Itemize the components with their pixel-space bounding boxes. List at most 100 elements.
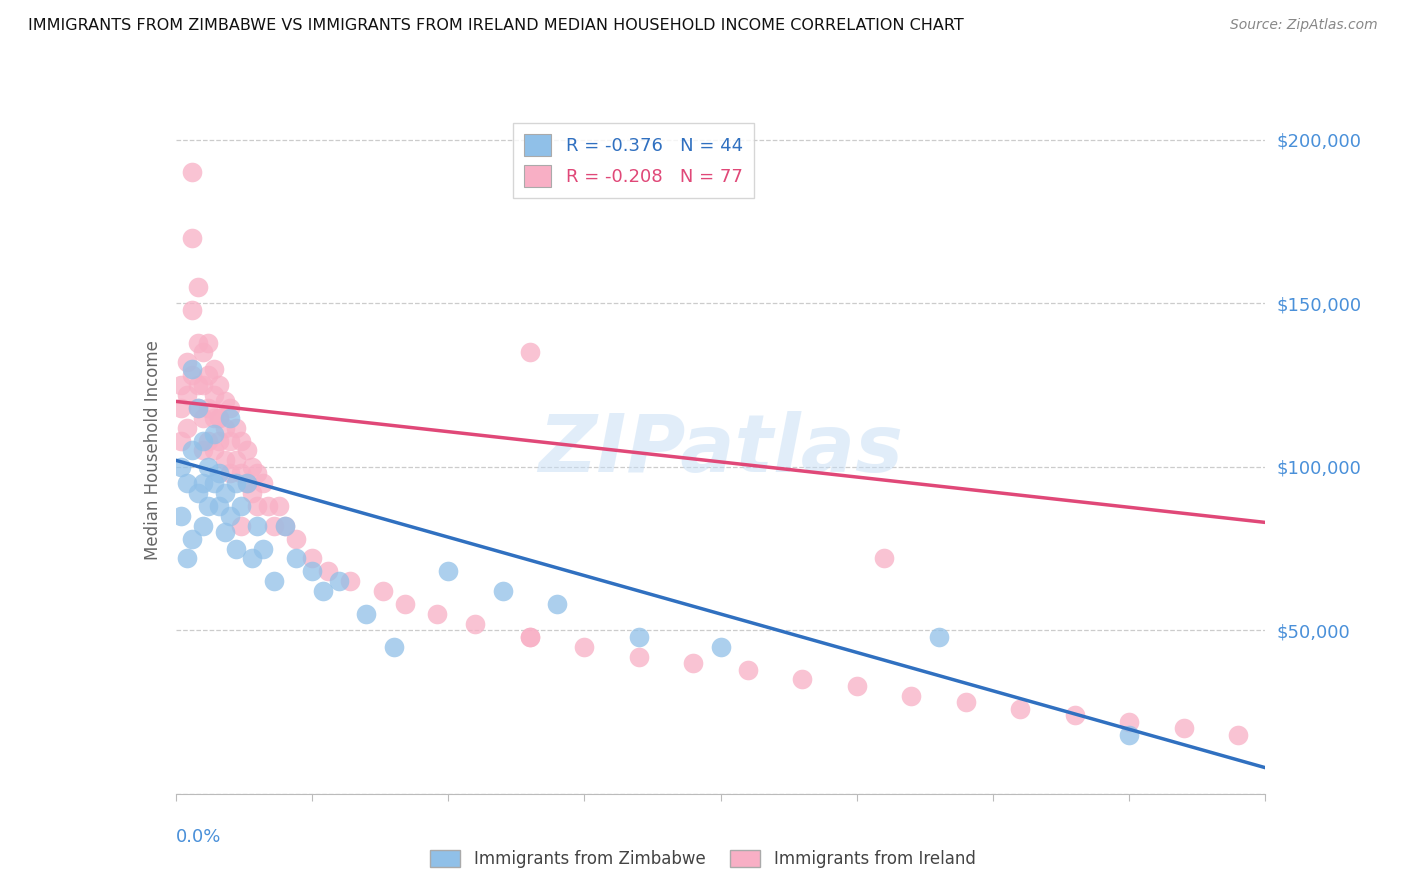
Point (231, 499, 253, 513)
Point (263, 574, 285, 589)
Point (170, 378, 193, 392)
Point (792, 673, 814, 687)
Point (519, 630, 541, 644)
Point (191, 345, 214, 359)
Point (263, 518, 285, 533)
Point (1173, 722, 1195, 736)
Point (682, 656, 704, 670)
Point (492, 584, 515, 599)
Point (394, 597, 416, 611)
Point (214, 453, 236, 467)
Text: ZIPatlas: ZIPatlas (538, 411, 903, 490)
Point (284, 551, 307, 566)
Point (181, 302, 204, 317)
Point (214, 486, 236, 500)
Point (301, 551, 323, 566)
Point (197, 401, 219, 415)
Point (186, 401, 209, 415)
Point (208, 467, 231, 481)
Point (191, 443, 214, 458)
Point (574, 640, 596, 654)
Point (219, 434, 242, 448)
Point (186, 280, 209, 294)
Point (437, 565, 460, 579)
Point (208, 499, 231, 513)
Point (225, 453, 247, 467)
Point (328, 574, 350, 589)
Point (240, 459, 263, 474)
Point (176, 551, 198, 566)
Point (208, 378, 231, 392)
Point (191, 410, 214, 425)
Point (240, 486, 263, 500)
Point (176, 420, 198, 434)
Text: 0.0%: 0.0% (176, 828, 221, 847)
Point (257, 499, 280, 513)
Point (269, 499, 291, 513)
Point (170, 434, 193, 448)
Point (519, 630, 541, 644)
Point (627, 649, 650, 664)
Point (181, 361, 204, 376)
Point (252, 476, 274, 491)
Point (202, 410, 225, 425)
Point (186, 378, 209, 392)
Point (191, 434, 214, 448)
Point (225, 541, 247, 556)
Point (202, 443, 225, 458)
Point (191, 518, 214, 533)
Point (246, 467, 269, 481)
Y-axis label: Median Household Income: Median Household Income (143, 341, 162, 560)
Text: IMMIGRANTS FROM ZIMBABWE VS IMMIGRANTS FROM IRELAND MEDIAN HOUSEHOLD INCOME CORR: IMMIGRANTS FROM ZIMBABWE VS IMMIGRANTS F… (28, 18, 965, 33)
Point (312, 584, 335, 599)
Point (627, 630, 650, 644)
Text: Source: ZipAtlas.com: Source: ZipAtlas.com (1230, 18, 1378, 32)
Point (1063, 708, 1085, 723)
Point (191, 378, 214, 392)
Point (284, 532, 307, 546)
Point (737, 663, 759, 677)
Point (873, 551, 896, 566)
Point (170, 508, 193, 523)
Point (928, 630, 950, 644)
Point (214, 525, 236, 540)
Point (214, 394, 236, 409)
Point (202, 388, 225, 402)
Point (197, 499, 219, 513)
Point (181, 443, 204, 458)
Point (219, 401, 242, 415)
Point (208, 434, 231, 448)
Point (219, 410, 242, 425)
Point (225, 476, 247, 491)
Point (197, 368, 219, 383)
Point (1227, 728, 1250, 742)
Point (240, 551, 263, 566)
Point (208, 410, 231, 425)
Point (186, 486, 209, 500)
Point (214, 420, 236, 434)
Point (186, 401, 209, 415)
Point (231, 467, 253, 481)
Point (202, 476, 225, 491)
Point (246, 499, 269, 513)
Point (464, 616, 486, 631)
Point (176, 388, 198, 402)
Point (231, 518, 253, 533)
Point (845, 679, 868, 693)
Point (225, 420, 247, 434)
Point (318, 565, 340, 579)
Point (955, 695, 977, 709)
Point (356, 607, 378, 621)
Point (191, 476, 214, 491)
Point (176, 355, 198, 369)
Point (197, 434, 219, 448)
Point (170, 401, 193, 415)
Legend: Immigrants from Zimbabwe, Immigrants from Ireland: Immigrants from Zimbabwe, Immigrants fro… (423, 843, 983, 875)
Point (170, 459, 193, 474)
Point (231, 434, 253, 448)
Point (426, 607, 449, 621)
Point (219, 508, 242, 523)
Point (274, 518, 297, 533)
Point (197, 335, 219, 350)
Point (186, 335, 209, 350)
